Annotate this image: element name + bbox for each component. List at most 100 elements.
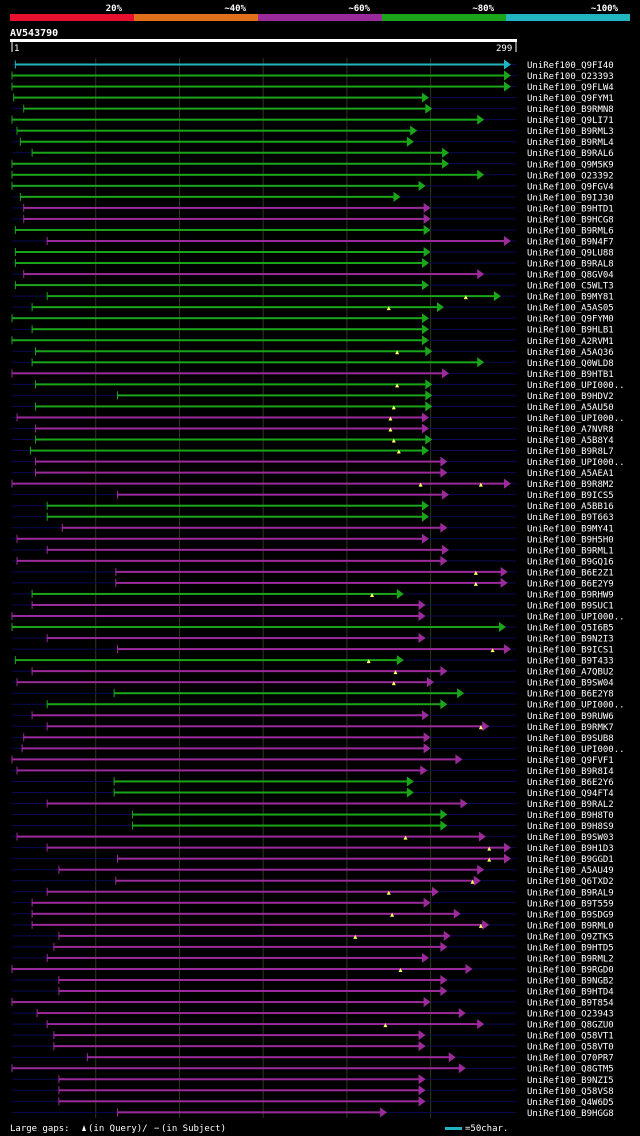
hit-row[interactable]: UniRef100_B9RML3: [12, 125, 614, 137]
hit-row[interactable]: UniRef100_Q58VS8: [12, 1085, 614, 1097]
hit-label[interactable]: UniRef100_B9H5H0: [527, 535, 614, 545]
hit-row[interactable]: UniRef100_UPI000..: [11, 611, 625, 623]
hit-label[interactable]: UniRef100_B9RAL6: [527, 149, 614, 159]
hit-label[interactable]: UniRef100_B9ICS5: [527, 491, 614, 501]
hit-row[interactable]: UniRef100_Q9ZTK5: [12, 930, 614, 943]
hit-label[interactable]: UniRef100_Q9FGV4: [527, 182, 614, 192]
hit-row[interactable]: UniRef100_A5AU49: [12, 864, 614, 877]
hit-label[interactable]: UniRef100_B9HLB1: [527, 326, 614, 336]
hit-label[interactable]: UniRef100_A5AEA1: [527, 469, 614, 479]
hit-row[interactable]: UniRef100_O23392: [11, 169, 614, 182]
hit-label[interactable]: UniRef100_A5BB16: [527, 502, 614, 512]
hit-row[interactable]: UniRef100_A5AEA1: [12, 467, 614, 480]
hit-label[interactable]: UniRef100_B9SW04: [527, 679, 614, 689]
hit-label[interactable]: UniRef100_Q6TXD2: [527, 877, 614, 887]
hit-row[interactable]: UniRef100_Q58VT0: [12, 1041, 614, 1053]
hit-row[interactable]: UniRef100_B9RML2: [12, 952, 614, 965]
hit-row[interactable]: UniRef100_B9RMK7: [12, 721, 614, 733]
hit-row[interactable]: UniRef100_B9RAL9: [12, 886, 614, 899]
hit-label[interactable]: UniRef100_B9RAL8: [527, 260, 614, 270]
hit-row[interactable]: UniRef100_B9NGB2: [12, 974, 614, 987]
hit-row[interactable]: UniRef100_C5WLT3: [12, 280, 614, 292]
hit-row[interactable]: UniRef100_B9RHW9: [12, 588, 614, 601]
hit-label[interactable]: UniRef100_Q9ZTK5: [527, 932, 614, 942]
hit-label[interactable]: UniRef100_Q9LU88: [527, 249, 614, 259]
hit-label[interactable]: UniRef100_B9MY81: [527, 293, 614, 303]
hit-row[interactable]: UniRef100_B9MY81: [12, 291, 614, 303]
hit-row[interactable]: UniRef100_B9SDG9: [12, 908, 614, 921]
hit-row[interactable]: UniRef100_B6E2Y6: [12, 776, 614, 788]
hit-label[interactable]: UniRef100_B9H8S9: [527, 822, 614, 832]
hit-row[interactable]: UniRef100_B9RAL6: [12, 147, 614, 160]
hit-label[interactable]: UniRef100_B9HDV2: [527, 392, 614, 402]
hit-label[interactable]: UniRef100_B9RML6: [527, 226, 614, 236]
hit-row[interactable]: UniRef100_B9RML6: [12, 224, 614, 237]
hit-label[interactable]: UniRef100_Q58VT0: [527, 1043, 614, 1053]
hit-label[interactable]: UniRef100_Q70PR7: [527, 1054, 614, 1064]
hit-row[interactable]: UniRef100_Q5I6B5: [11, 622, 614, 634]
hit-row[interactable]: UniRef100_B9SW04: [12, 677, 614, 689]
hit-row[interactable]: UniRef100_B9RUW6: [12, 710, 614, 722]
hit-label[interactable]: UniRef100_B9RHW9: [527, 590, 614, 600]
hit-row[interactable]: UniRef100_B6E2Y8: [12, 688, 614, 700]
hit-row[interactable]: UniRef100_B9R8L7: [12, 445, 614, 458]
hit-label[interactable]: UniRef100_UPI000..: [527, 745, 625, 755]
hit-label[interactable]: UniRef100_Q8GV04: [527, 271, 614, 281]
hit-label[interactable]: UniRef100_B9RGD0: [527, 965, 614, 975]
hit-row[interactable]: UniRef100_Q94FT4: [12, 787, 614, 799]
hit-row[interactable]: UniRef100_B9HTD1: [12, 202, 614, 215]
hit-label[interactable]: UniRef100_Q5I6B5: [527, 624, 614, 634]
hit-label[interactable]: UniRef100_A5B8Y4: [527, 436, 614, 446]
hit-row[interactable]: UniRef100_B9RAL8: [12, 258, 614, 270]
hit-label[interactable]: UniRef100_B9NGB2: [527, 976, 614, 986]
hit-label[interactable]: UniRef100_UPI000..: [527, 381, 625, 391]
hit-label[interactable]: UniRef100_UPI000..: [527, 701, 625, 711]
hit-label[interactable]: UniRef100_B9RAL2: [527, 800, 614, 810]
hit-row[interactable]: UniRef100_UPI000..: [12, 699, 625, 711]
hit-row[interactable]: UniRef100_B9H8S9: [12, 820, 614, 833]
hit-label[interactable]: UniRef100_B9GQ16: [527, 557, 614, 567]
hit-row[interactable]: UniRef100_B9RMN8: [12, 103, 614, 116]
hit-row[interactable]: UniRef100_B9H8T0: [12, 809, 614, 822]
hit-row[interactable]: UniRef100_Q8GV04: [12, 269, 614, 281]
hit-row[interactable]: UniRef100_B9GQ16: [12, 555, 614, 568]
hit-label[interactable]: UniRef100_Q9FYM1: [527, 94, 614, 104]
hit-row[interactable]: UniRef100_B9T854: [11, 997, 614, 1009]
hit-label[interactable]: UniRef100_B6E2Y6: [527, 778, 614, 788]
hit-label[interactable]: UniRef100_Q9FI40: [527, 61, 614, 71]
hit-row[interactable]: UniRef100_Q8GTM5: [11, 1063, 614, 1075]
hit-row[interactable]: UniRef100_Q8GZU0: [12, 1019, 614, 1031]
hit-row[interactable]: UniRef100_A7NVR8: [12, 423, 614, 435]
hit-label[interactable]: UniRef100_B9RAL9: [527, 888, 614, 898]
hit-row[interactable]: UniRef100_B9ICS5: [12, 489, 614, 502]
hit-row[interactable]: UniRef100_UPI000..: [12, 379, 625, 391]
hit-row[interactable]: UniRef100_Q9FGV4: [11, 180, 614, 193]
hit-label[interactable]: UniRef100_B9HCG8: [527, 215, 614, 225]
hit-row[interactable]: UniRef100_O23393: [11, 70, 614, 83]
hit-row[interactable]: UniRef100_B9N4F7: [12, 235, 614, 248]
hit-label[interactable]: UniRef100_Q94FT4: [527, 789, 614, 799]
hit-row[interactable]: UniRef100_B9SUC1: [12, 599, 614, 612]
hit-row[interactable]: UniRef100_B9RML1: [12, 544, 614, 557]
hit-label[interactable]: UniRef100_B9HTB1: [527, 370, 614, 380]
hit-row[interactable]: UniRef100_Q9M5K9: [11, 158, 614, 171]
hit-label[interactable]: UniRef100_A7QBU2: [527, 668, 614, 678]
hit-label[interactable]: UniRef100_C5WLT3: [527, 282, 614, 292]
hit-row[interactable]: UniRef100_B9HGG8: [12, 1107, 614, 1119]
hit-label[interactable]: UniRef100_B9H1D3: [527, 844, 614, 854]
hit-row[interactable]: UniRef100_B9HTD4: [12, 986, 614, 998]
hit-label[interactable]: UniRef100_Q8GZU0: [527, 1021, 614, 1031]
hit-row[interactable]: UniRef100_Q9LI71: [11, 114, 614, 127]
hit-label[interactable]: UniRef100_Q58VT1: [527, 1032, 614, 1042]
hit-row[interactable]: UniRef100_B9SW03: [12, 831, 614, 844]
hit-row[interactable]: UniRef100_B9R8M2: [11, 478, 614, 491]
hit-row[interactable]: UniRef100_B9IJ30: [12, 191, 614, 204]
hit-row[interactable]: UniRef100_O23943: [12, 1008, 614, 1020]
hit-label[interactable]: UniRef100_B9HTD4: [527, 988, 614, 998]
hit-label[interactable]: UniRef100_Q9M5K9: [527, 160, 614, 170]
hit-label[interactable]: UniRef100_B9SW03: [527, 833, 614, 843]
hit-label[interactable]: UniRef100_Q9FVF1: [527, 756, 614, 766]
hit-row[interactable]: UniRef100_UPI000..: [12, 412, 625, 424]
hit-row[interactable]: UniRef100_A2RVM1: [11, 335, 614, 347]
hit-row[interactable]: UniRef100_B6E2Y9: [12, 577, 614, 590]
